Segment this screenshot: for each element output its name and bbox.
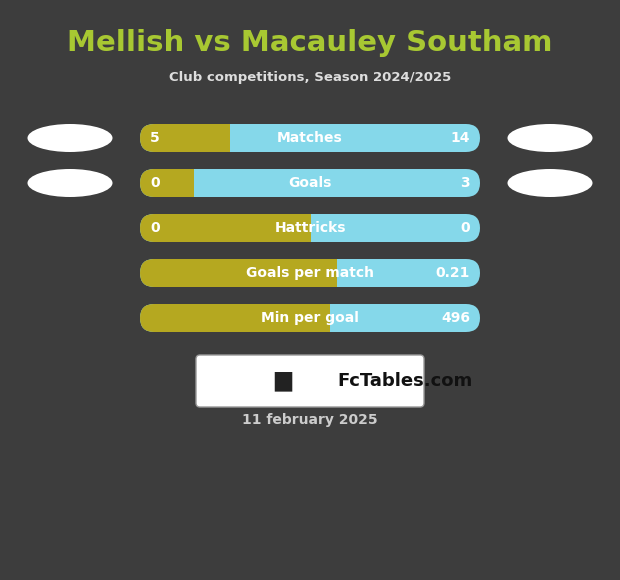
FancyBboxPatch shape bbox=[140, 124, 229, 152]
FancyBboxPatch shape bbox=[140, 214, 480, 242]
Text: Matches: Matches bbox=[277, 131, 343, 145]
Text: 3: 3 bbox=[461, 176, 470, 190]
Text: Club competitions, Season 2024/2025: Club competitions, Season 2024/2025 bbox=[169, 71, 451, 85]
Text: 496: 496 bbox=[441, 311, 470, 325]
Text: 0: 0 bbox=[150, 221, 159, 235]
FancyBboxPatch shape bbox=[315, 304, 330, 332]
FancyBboxPatch shape bbox=[322, 259, 337, 287]
Text: 0: 0 bbox=[150, 176, 159, 190]
Text: ▇: ▇ bbox=[274, 371, 291, 391]
FancyBboxPatch shape bbox=[140, 214, 310, 242]
FancyBboxPatch shape bbox=[140, 124, 480, 152]
Text: 0: 0 bbox=[461, 221, 470, 235]
FancyBboxPatch shape bbox=[179, 169, 193, 197]
Text: 0.21: 0.21 bbox=[436, 266, 470, 280]
Text: Goals per match: Goals per match bbox=[246, 266, 374, 280]
Text: 14: 14 bbox=[451, 131, 470, 145]
Text: Hattricks: Hattricks bbox=[274, 221, 346, 235]
Text: 11 february 2025: 11 february 2025 bbox=[242, 413, 378, 427]
Ellipse shape bbox=[508, 169, 593, 197]
FancyBboxPatch shape bbox=[140, 259, 480, 287]
FancyBboxPatch shape bbox=[140, 259, 335, 287]
Ellipse shape bbox=[27, 124, 112, 152]
FancyBboxPatch shape bbox=[296, 214, 311, 242]
Text: FcTables.com: FcTables.com bbox=[337, 372, 472, 390]
FancyBboxPatch shape bbox=[140, 304, 480, 332]
Text: Mellish vs Macauley Southam: Mellish vs Macauley Southam bbox=[68, 29, 552, 57]
Ellipse shape bbox=[27, 169, 112, 197]
FancyBboxPatch shape bbox=[215, 124, 231, 152]
FancyBboxPatch shape bbox=[140, 304, 329, 332]
FancyBboxPatch shape bbox=[196, 355, 424, 407]
Text: 5: 5 bbox=[150, 131, 160, 145]
Text: Min per goal: Min per goal bbox=[261, 311, 359, 325]
FancyBboxPatch shape bbox=[140, 169, 480, 197]
Text: Goals: Goals bbox=[288, 176, 332, 190]
FancyBboxPatch shape bbox=[140, 169, 193, 197]
Ellipse shape bbox=[508, 124, 593, 152]
